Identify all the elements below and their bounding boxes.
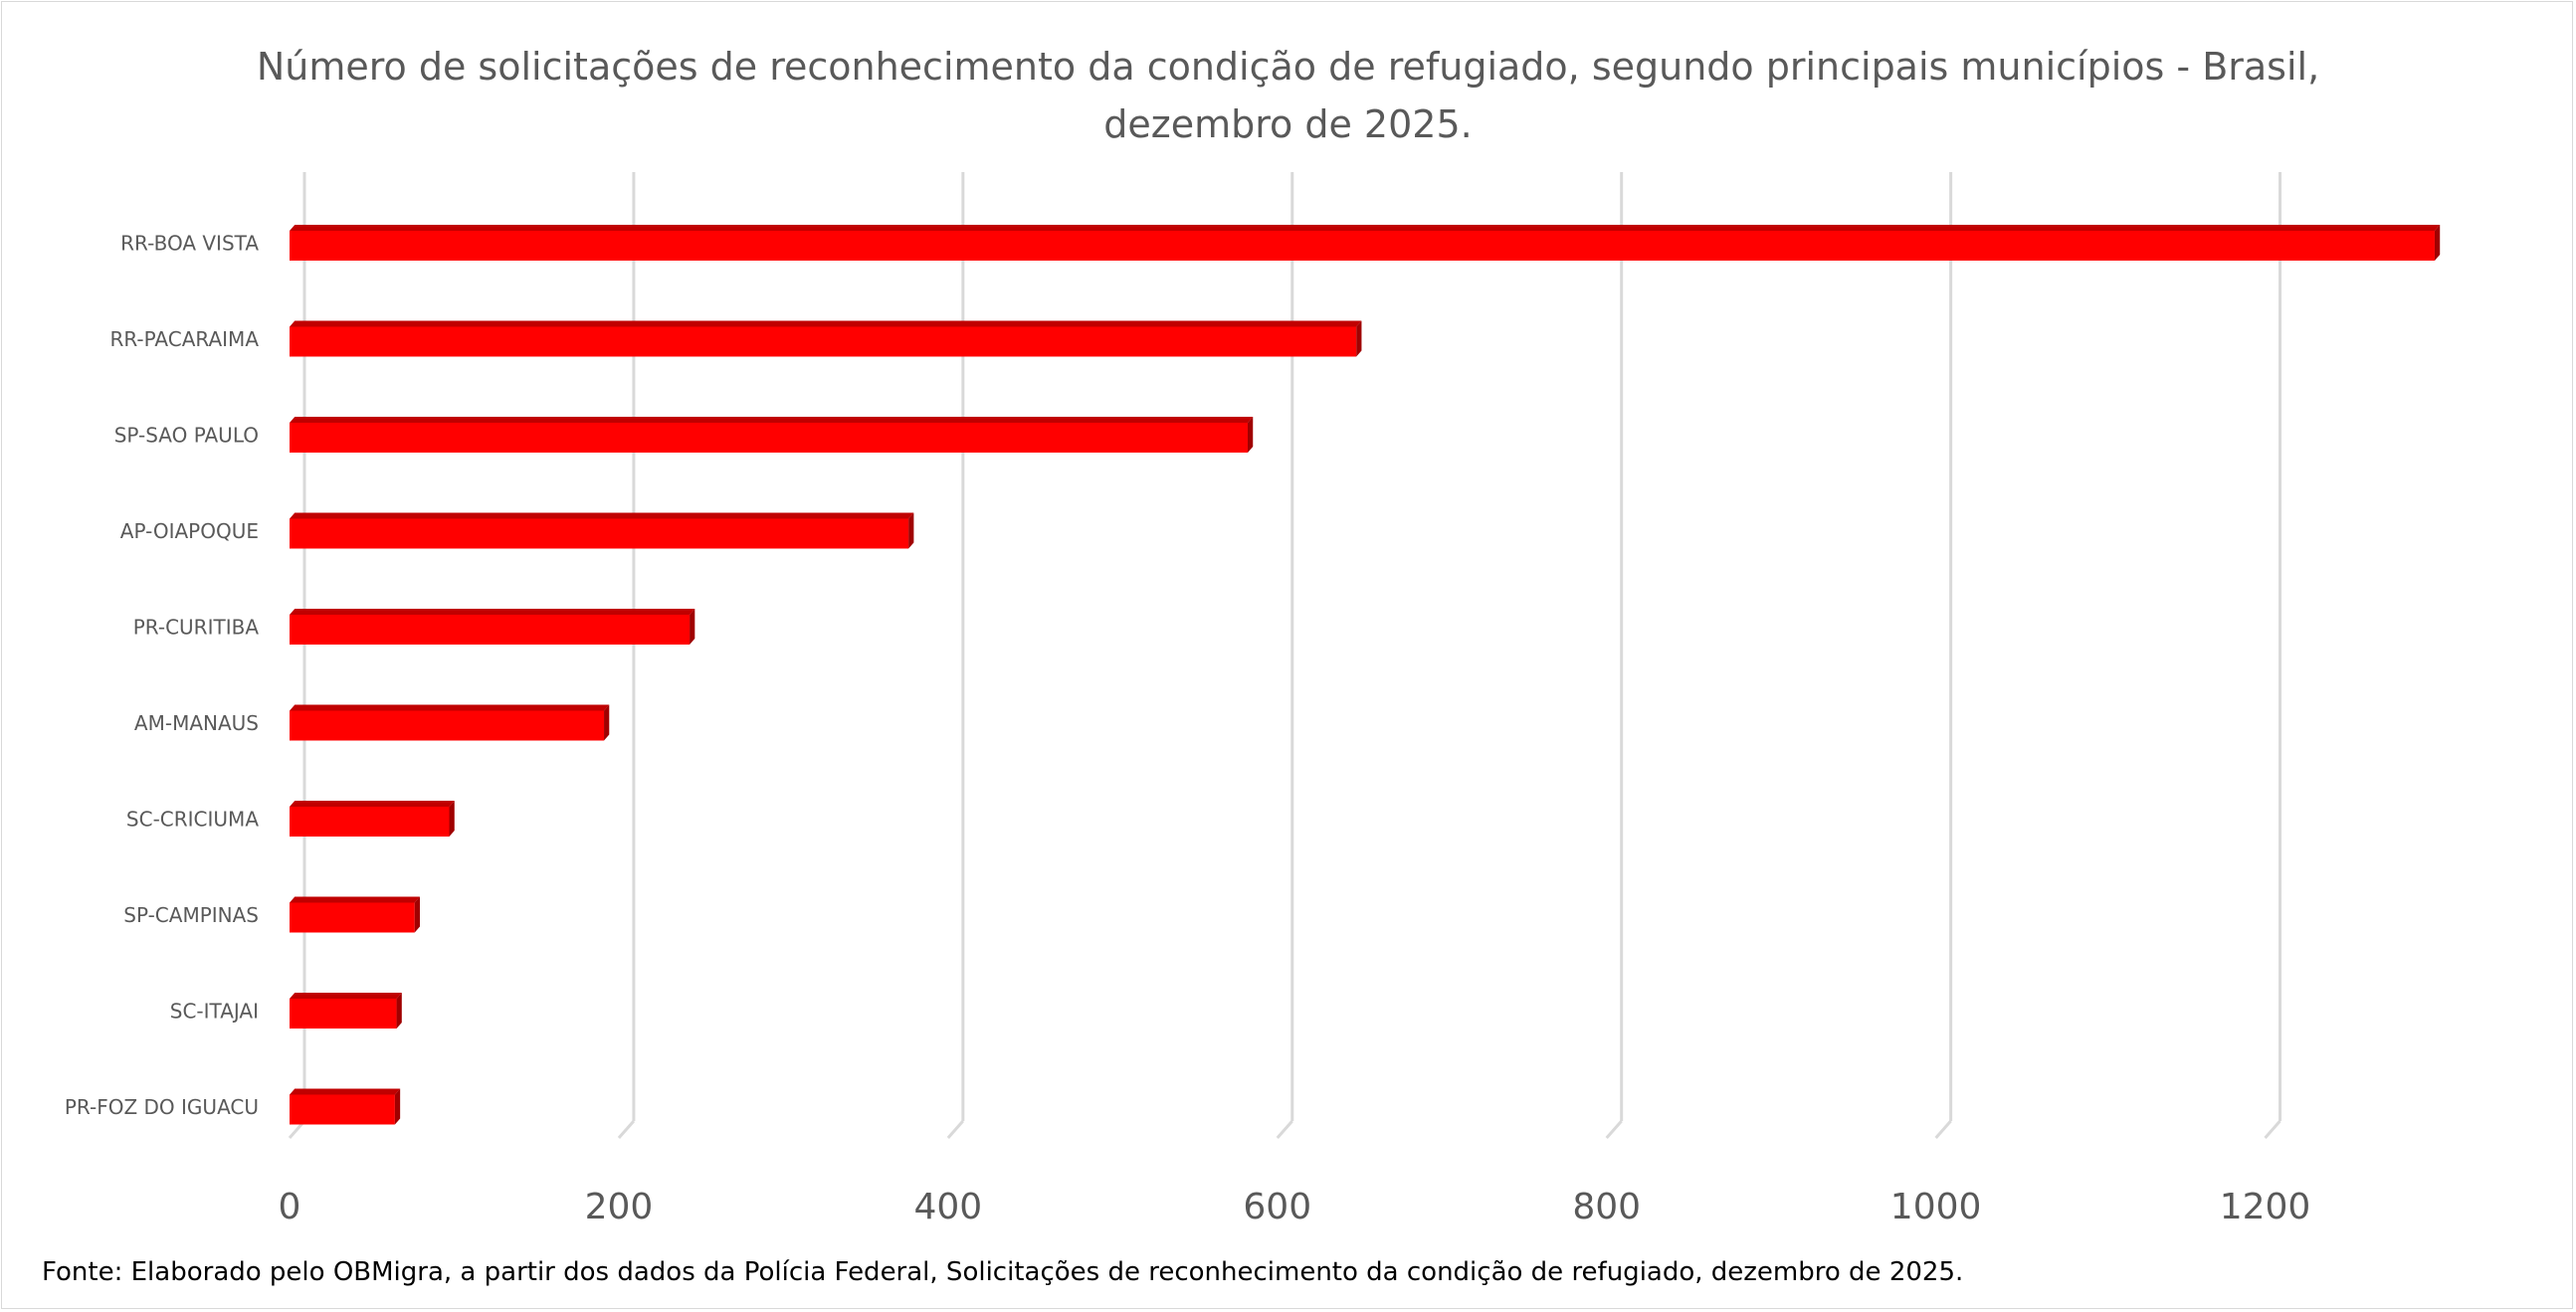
bar	[290, 902, 415, 933]
bar-side-face	[908, 512, 914, 549]
gridline-floor-edge	[617, 1120, 636, 1139]
source-footnote: Fonte: Elaborado pelo OBMigra, a partir …	[42, 1257, 1964, 1287]
gridline-floor-edge	[2264, 1120, 2281, 1139]
x-tick-label: 1000	[1890, 1187, 1982, 1227]
category-label: SC-CRICIUMA	[126, 808, 259, 832]
bar-top-face	[290, 609, 695, 615]
bar-top-face	[290, 896, 421, 903]
bar	[290, 231, 2435, 261]
bar-top-face	[290, 704, 610, 711]
gridline-floor-edge	[1605, 1120, 1623, 1139]
category-label: SP-SAO PAULO	[114, 424, 259, 448]
x-tick-label: 400	[913, 1187, 982, 1227]
x-tick-label: 200	[585, 1187, 654, 1227]
bar	[290, 423, 1248, 453]
bar-side-face	[394, 1088, 401, 1125]
bar-top-face	[290, 320, 1362, 327]
bar	[290, 518, 909, 549]
bar-top-face	[290, 225, 2441, 231]
category-label: AM-MANAUS	[134, 711, 259, 735]
bar-top-face	[290, 1088, 401, 1095]
bar-side-face	[414, 896, 421, 933]
bar	[290, 326, 1357, 357]
category-label: PR-FOZ DO IGUACU	[65, 1095, 259, 1119]
category-label: PR-CURITIBA	[133, 616, 260, 640]
bar	[290, 1094, 395, 1125]
bar-side-face	[2434, 225, 2441, 261]
category-label: RR-BOA VISTA	[120, 232, 259, 256]
bar-top-face	[290, 801, 455, 807]
bar-side-face	[1356, 320, 1362, 357]
gridline-floor-edge	[1934, 1120, 1952, 1139]
bar	[290, 807, 450, 837]
bar-top-face	[290, 417, 1254, 423]
category-label: SC-ITAJAI	[170, 1000, 259, 1024]
bar-side-face	[449, 801, 455, 837]
gridline-floor-edge	[1276, 1120, 1293, 1139]
chart-title-line-2: dezembro de 2025.	[1103, 102, 1473, 146]
x-tick-label: 0	[279, 1187, 301, 1227]
bar-side-face	[1247, 417, 1254, 453]
category-label: AP-OIAPOQUE	[120, 519, 259, 543]
gridline-floor-edge	[946, 1120, 964, 1139]
category-label: SP-CAMPINAS	[123, 903, 259, 927]
bar-top-face	[290, 512, 914, 519]
x-tick-label: 1200	[2220, 1187, 2311, 1227]
bar	[290, 710, 605, 741]
bar-side-face	[690, 609, 695, 645]
bar-top-face	[290, 993, 402, 999]
bar	[290, 999, 397, 1029]
category-label: RR-PACARAIMA	[109, 327, 259, 351]
bar	[290, 615, 691, 645]
x-tick-label: 600	[1243, 1187, 1311, 1227]
chart-title-line-1: Número de solicitações de reconhecimento…	[256, 45, 2320, 89]
x-tick-label: 800	[1572, 1187, 1641, 1227]
bar-side-face	[604, 704, 610, 741]
bar-side-face	[396, 993, 402, 1029]
